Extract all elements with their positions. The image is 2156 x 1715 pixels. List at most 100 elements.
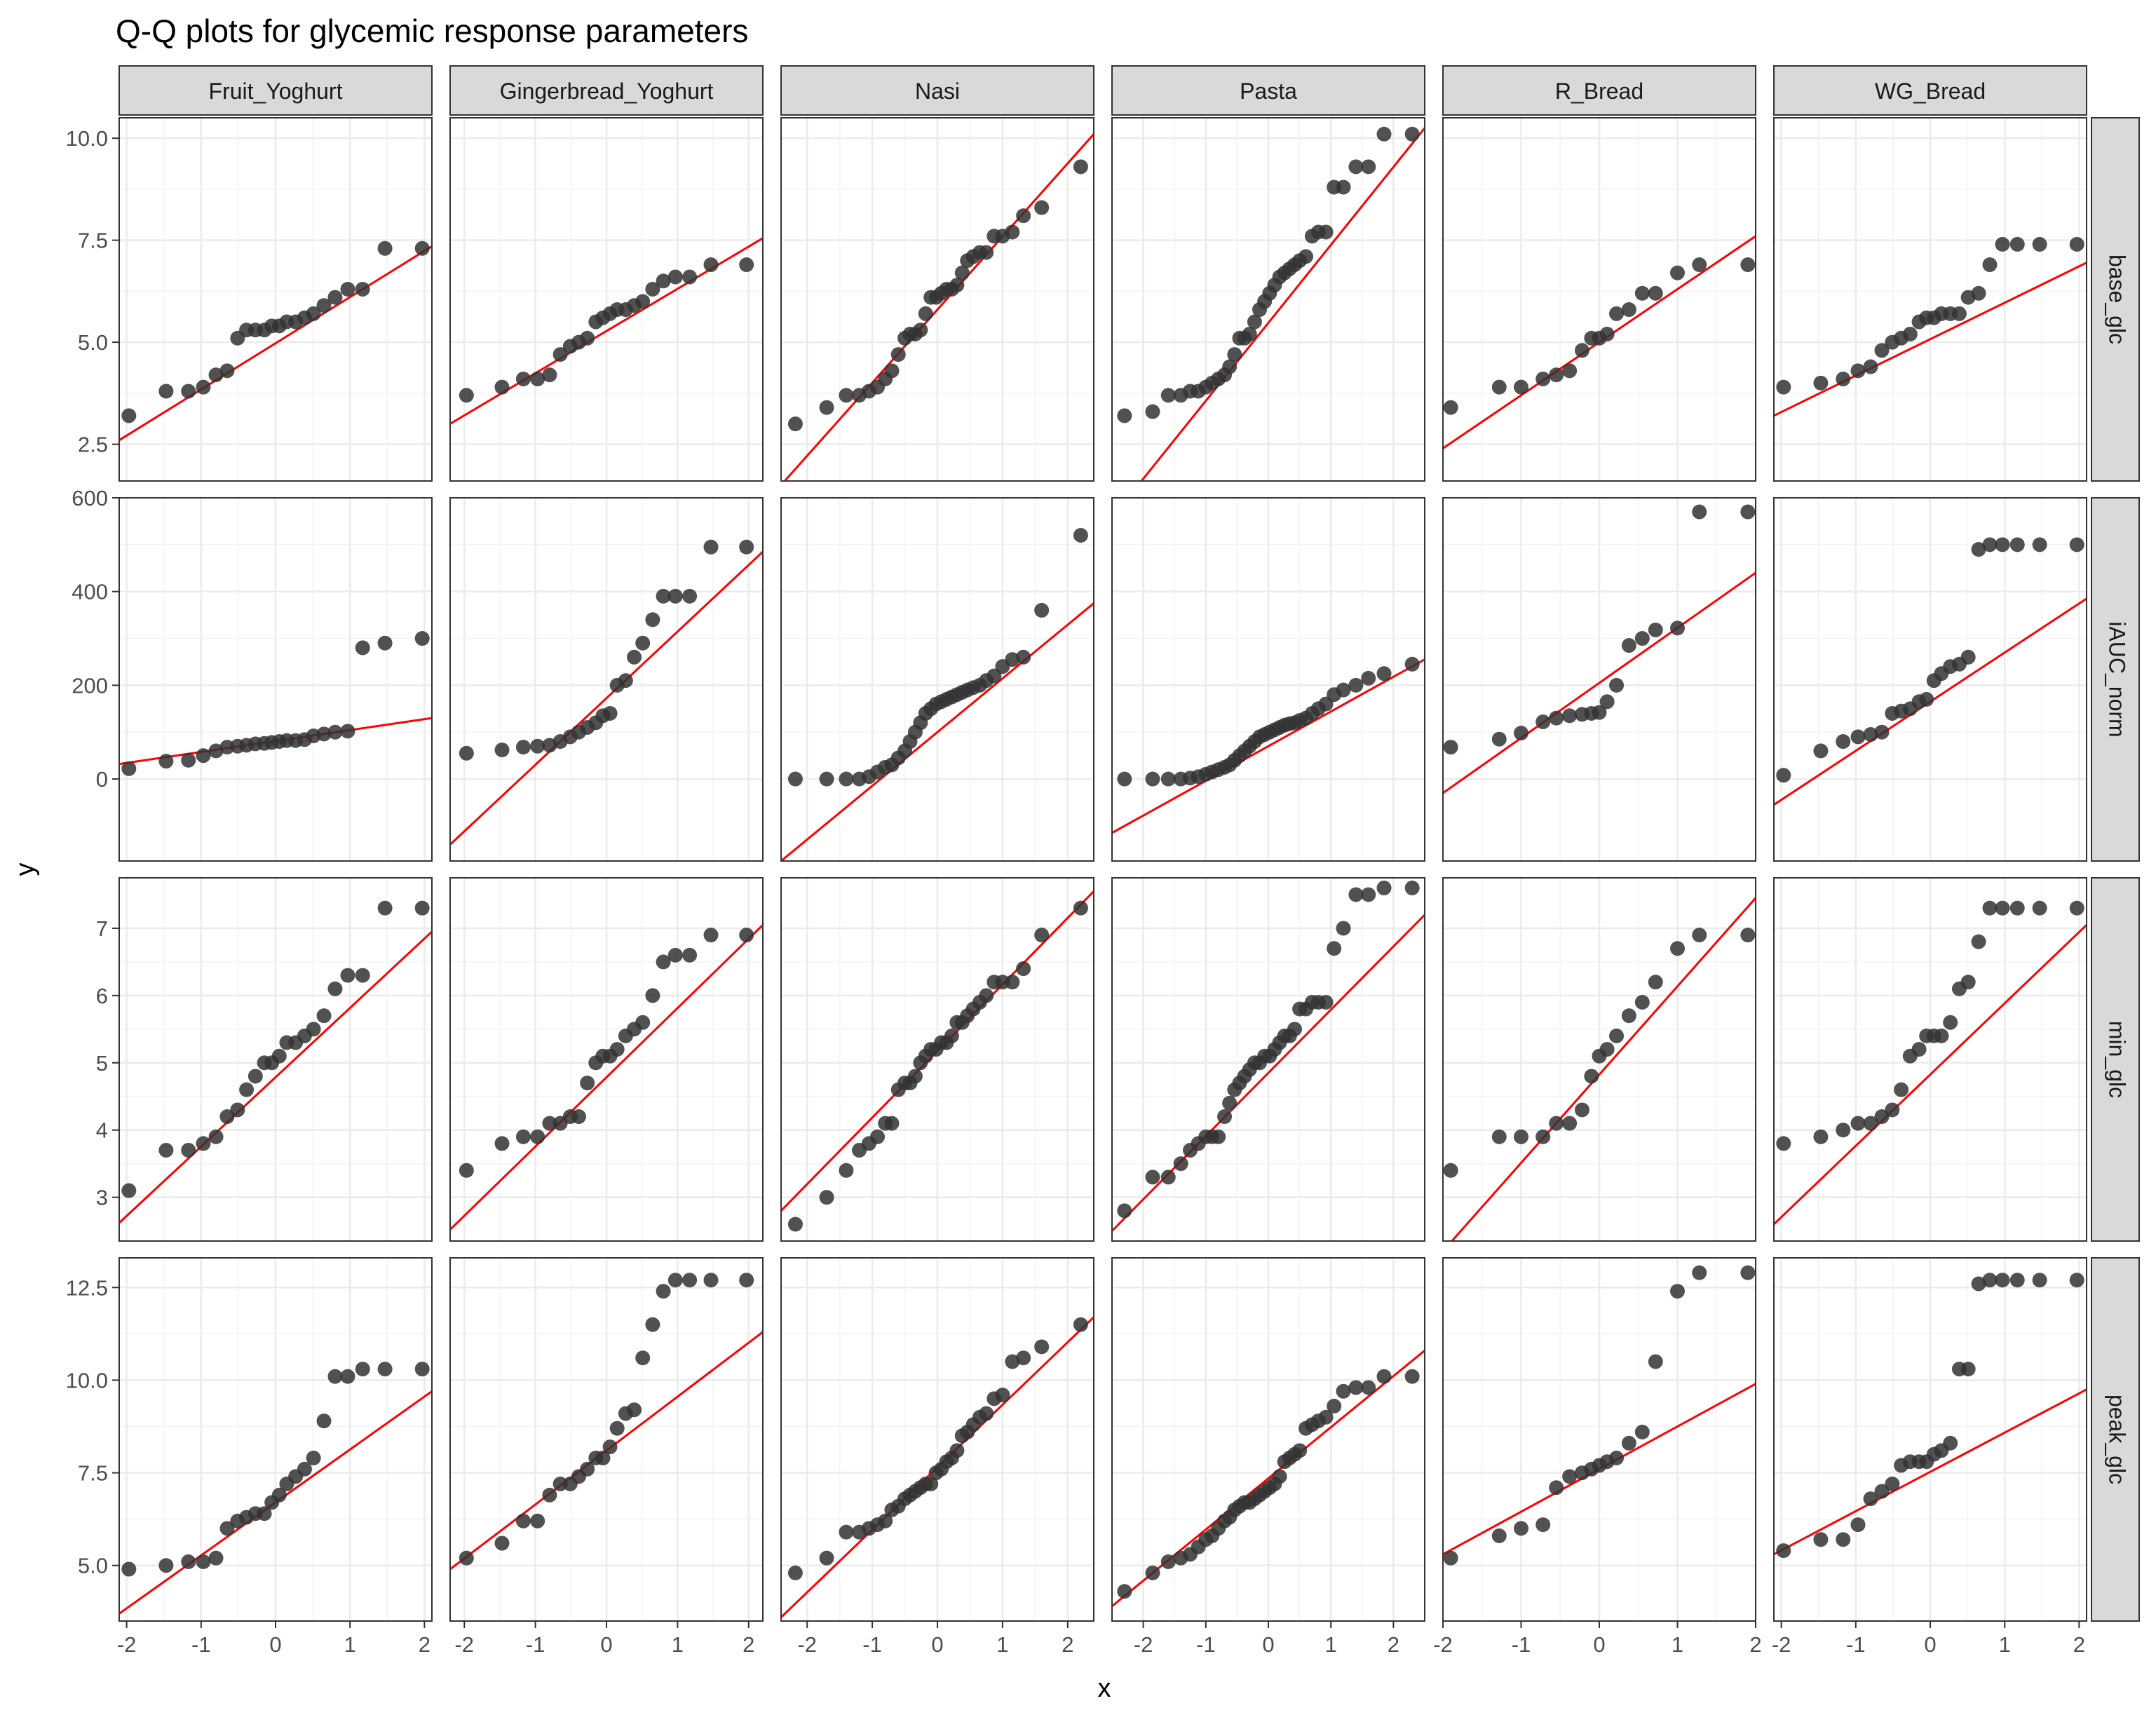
data-point <box>1621 638 1636 653</box>
data-point <box>377 900 393 916</box>
x-tick-label: -1 <box>1196 1632 1216 1657</box>
data-point <box>635 1015 651 1030</box>
data-point <box>703 1273 719 1288</box>
facet-panel <box>780 117 1094 482</box>
data-point <box>878 1513 893 1528</box>
data-point <box>1222 1095 1238 1111</box>
facet-panel <box>449 877 764 1242</box>
facet-panel <box>118 877 433 1242</box>
data-point <box>1592 705 1607 720</box>
data-point <box>1648 285 1663 301</box>
data-point <box>819 1550 834 1566</box>
data-point <box>1960 649 1976 665</box>
y-tick-label: 7.5 <box>78 1461 108 1486</box>
data-point <box>839 771 854 787</box>
data-point <box>1599 326 1615 341</box>
data-point <box>2009 900 2025 916</box>
data-point <box>494 1136 510 1151</box>
column-strip-label: WG_Bread <box>1875 79 1986 104</box>
facet-panel <box>118 496 433 862</box>
data-point <box>979 245 994 260</box>
data-point <box>1348 1380 1364 1395</box>
row-strip <box>2091 497 2140 862</box>
data-point <box>271 1048 287 1064</box>
data-point <box>271 1487 287 1503</box>
panel-border <box>449 1257 764 1622</box>
data-point <box>884 363 900 379</box>
data-point <box>1549 1480 1564 1496</box>
data-point <box>158 384 174 399</box>
qq-reference-line <box>1774 924 2087 1226</box>
data-point <box>1609 306 1625 321</box>
data-point <box>1776 768 1791 783</box>
data-point <box>1740 1265 1756 1280</box>
data-point <box>1292 1443 1308 1458</box>
data-point <box>1404 656 1420 672</box>
data-point <box>515 1513 531 1528</box>
data-point <box>2069 537 2084 553</box>
x-tick-label: -1 <box>526 1632 545 1657</box>
data-point <box>1874 724 1890 740</box>
y-tick-label: 200 <box>72 673 108 698</box>
facet-panel <box>118 1257 433 1622</box>
data-point <box>181 1554 196 1569</box>
data-point <box>787 1565 803 1580</box>
data-point <box>1514 1129 1528 1144</box>
data-point <box>414 1362 430 1377</box>
column-strip <box>1773 65 2087 116</box>
data-point <box>787 1216 803 1232</box>
data-point <box>667 1273 683 1288</box>
data-point <box>494 743 510 758</box>
data-point <box>645 612 660 628</box>
data-point <box>1995 537 2010 553</box>
panel-border <box>1442 877 1756 1242</box>
data-point <box>1535 1517 1551 1533</box>
column-strip <box>780 65 1094 116</box>
data-point <box>1404 126 1420 142</box>
y-tick-label: 600 <box>72 486 108 510</box>
x-tick-label: 0 <box>931 1632 943 1657</box>
data-point <box>208 743 224 759</box>
data-point <box>340 968 355 983</box>
data-point <box>571 1109 586 1125</box>
data-point <box>787 771 803 787</box>
data-point <box>1491 379 1507 395</box>
data-point <box>494 379 510 395</box>
data-point <box>890 347 906 362</box>
data-point <box>1117 408 1132 423</box>
data-point <box>1160 1554 1176 1569</box>
data-point <box>703 928 719 943</box>
data-point <box>181 752 196 768</box>
data-point <box>1740 928 1756 943</box>
data-point <box>1549 367 1564 383</box>
data-point <box>949 278 965 293</box>
data-point <box>1549 710 1564 726</box>
data-point <box>1318 994 1334 1010</box>
data-point <box>1562 1469 1578 1484</box>
data-point <box>1863 1491 1878 1507</box>
data-point <box>618 673 633 689</box>
data-point <box>602 1439 618 1455</box>
data-point <box>907 1069 923 1084</box>
data-point <box>1227 347 1242 362</box>
data-point <box>819 771 834 787</box>
x-tick-label: -1 <box>862 1632 882 1657</box>
data-point <box>1376 666 1392 682</box>
data-point <box>1443 400 1458 415</box>
row-strip <box>2091 877 2140 1242</box>
data-point <box>787 416 803 432</box>
column-strip <box>118 65 433 116</box>
data-point <box>542 1116 557 1131</box>
data-point <box>340 1369 355 1384</box>
facet-panel <box>780 877 1094 1242</box>
data-point <box>1943 1015 1958 1030</box>
data-point <box>667 588 683 604</box>
x-tick-label: 1 <box>996 1632 1008 1657</box>
qq-reference-line <box>781 602 1094 861</box>
data-point <box>667 947 683 963</box>
data-point <box>1776 1136 1791 1151</box>
y-tick-label: 5 <box>96 1051 108 1076</box>
data-point <box>1648 622 1663 637</box>
data-point <box>459 1550 474 1566</box>
qq-reference-line <box>1774 262 2087 417</box>
